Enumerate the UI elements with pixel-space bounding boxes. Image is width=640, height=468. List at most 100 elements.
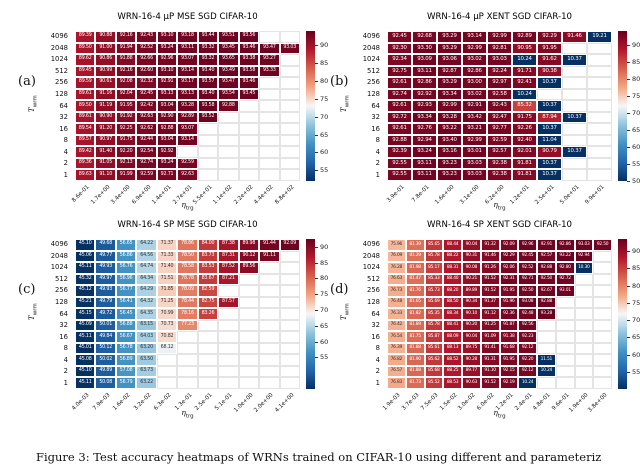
heatmap-cell: 92.39: [387, 146, 412, 158]
heatmap-cell: 49.93: [95, 285, 116, 297]
heatmap-cell: 45.11: [75, 331, 96, 343]
heatmap-cell: 91.95: [499, 354, 519, 366]
heatmap-cell: 56.67: [115, 331, 137, 343]
heatmap-cell: [279, 262, 300, 274]
heatmap-cell: 92.80: [555, 262, 575, 274]
heatmap-cell: 93.34: [412, 111, 437, 124]
heatmap-cell: 56.77: [115, 285, 137, 297]
heatmap-cell: [587, 54, 612, 66]
heatmap-cell: 91.11: [259, 250, 280, 263]
heatmap-cell: [555, 319, 575, 332]
heatmap-cell: [279, 273, 300, 286]
heatmap-cell: [218, 157, 239, 170]
y-tick-label: 1: [375, 170, 380, 179]
heatmap-cell: [218, 111, 239, 124]
heatmap-cell: 93.45: [238, 88, 260, 101]
panel-letter-c: (c): [18, 282, 36, 297]
panel-title-b: WRN-16-4 μP XENT SGD CIFAR-10: [426, 12, 573, 22]
heatmap-cell: 88.53: [443, 377, 462, 389]
heatmap-row: 89.61 91.16 92.04 92.45 93.13 93.13 93.40 93.54…: [75, 88, 300, 101]
heatmap-cell: 78.44: [177, 296, 198, 309]
heatmap-cell: 45.06: [75, 250, 96, 263]
heatmap-row: 45.11 49.93 56.76 64.74 71.40 78.58 83.53 87.52…: [75, 262, 300, 274]
heatmap-cell: 93.03: [462, 169, 487, 181]
heatmap-cell: 85.33: [424, 273, 444, 286]
heatmap-cell: 85.78: [424, 319, 444, 332]
y-tick-label: 256: [55, 286, 68, 295]
heatmap-cell: 92.45: [387, 31, 412, 43]
heatmap-cell: 92.67: [537, 285, 556, 297]
heatmap-cell: 83.53: [197, 262, 219, 274]
heatmap-cell: 90.34: [462, 296, 481, 309]
heatmap-cell: 92.59: [487, 134, 512, 147]
colorbar-tick-label: 75: [632, 91, 640, 100]
heatmap-cell: [279, 169, 300, 181]
colorbar-tick-mark: [315, 170, 318, 172]
heatmap-cell: 71.51: [156, 273, 178, 286]
y-tick-label: 2048: [50, 43, 68, 52]
heatmap-cell: [574, 308, 594, 320]
heatmap-cell: [574, 273, 594, 286]
heatmap-cell: 10.24: [512, 88, 537, 101]
heatmap-cell: 92.29: [537, 31, 562, 43]
colorbar-tick-mark: [627, 302, 630, 304]
colorbar-tick-label: 65: [320, 130, 329, 139]
heatmap-cell: 93.11: [412, 157, 437, 170]
heatmap-cell: 92.86: [412, 77, 437, 89]
heatmap-cell: [279, 111, 300, 124]
heatmap-cell: [587, 77, 612, 89]
heatmap-cell: 85.52: [424, 377, 444, 389]
heatmap-cell: 92.12: [518, 365, 537, 378]
heatmap-cell: 92.71: [156, 169, 178, 181]
heatmap-cell: [279, 308, 300, 320]
heatmap-row: 45.09 50.01 56.88 63.15 70.73 77.23: [75, 319, 300, 332]
colorbar-tick-mark: [315, 325, 318, 327]
heatmap-cell: 93.58: [197, 100, 219, 112]
heatmap-cell: 93.02: [462, 88, 487, 101]
heatmap-cell: 91.71: [512, 65, 537, 78]
heatmap-cell: 93.54: [218, 88, 239, 101]
heatmap-cell: 90.61: [95, 77, 116, 89]
heatmap-cell: 92.48: [518, 308, 537, 320]
heatmap-cell: [238, 111, 260, 124]
colorbar-tick-label: 70: [632, 316, 640, 325]
heatmap-cell: 92.01: [512, 146, 537, 158]
heatmap-cell: 89.45: [75, 65, 96, 78]
heatmap-cell: 10.37: [537, 169, 562, 181]
heatmap-cell: 92.88: [537, 296, 556, 309]
heatmap-cell: [593, 308, 612, 320]
heatmap-cell: 92.32: [136, 77, 157, 89]
heatmap-cell: [279, 146, 300, 158]
heatmap-cell: 92.52: [518, 262, 537, 274]
heatmap-cell: 56.89: [115, 354, 137, 366]
heatmap-cell: 89.54: [75, 123, 96, 135]
heatmap-row: 92.39 93.24 93.16 93.01 92.57 92.01 90.79 10.37: [387, 146, 612, 158]
heatmap-cell: [537, 377, 556, 389]
heatmap-cell: 87.57: [218, 296, 239, 309]
heatmap-cell: 89.56: [238, 262, 260, 274]
heatmap-cell: [197, 377, 219, 389]
heatmap-cell: 56.79: [115, 377, 137, 389]
heatmap-cell: [279, 319, 300, 332]
heatmap-cell: 45.11: [75, 377, 96, 389]
heatmap-cell: 64.35: [136, 308, 157, 320]
y-tick-label: 4: [375, 147, 380, 156]
panel-letter-b: (b): [330, 74, 349, 89]
heatmap-cell: 92.94: [412, 134, 437, 147]
heatmap-cell: [587, 146, 612, 158]
colorbar-tick-label: 80: [320, 77, 329, 85]
heatmap-cell: 92.19: [499, 377, 519, 389]
heatmap-cell: 92.61: [387, 123, 412, 135]
y-tick-label: 4: [63, 355, 68, 364]
heatmap-cell: 93.40: [197, 65, 219, 78]
heatmap-cell: 89.59: [75, 77, 96, 89]
heatmap-cell: 92.47: [487, 111, 512, 124]
y-tick-label: 2: [63, 367, 68, 376]
heatmap-cell: [238, 273, 260, 286]
heatmap-cell: [279, 250, 300, 263]
heatmap-cell: 71.40: [156, 262, 178, 274]
y-tick-labels: 4096 2048 1024 512 256 128 64 32 16 8 4 2 1: [354, 239, 384, 389]
heatmap-cell: 88.13: [443, 342, 462, 355]
heatmap-cell: 81.73: [405, 377, 425, 389]
heatmap-cell: [555, 308, 575, 320]
